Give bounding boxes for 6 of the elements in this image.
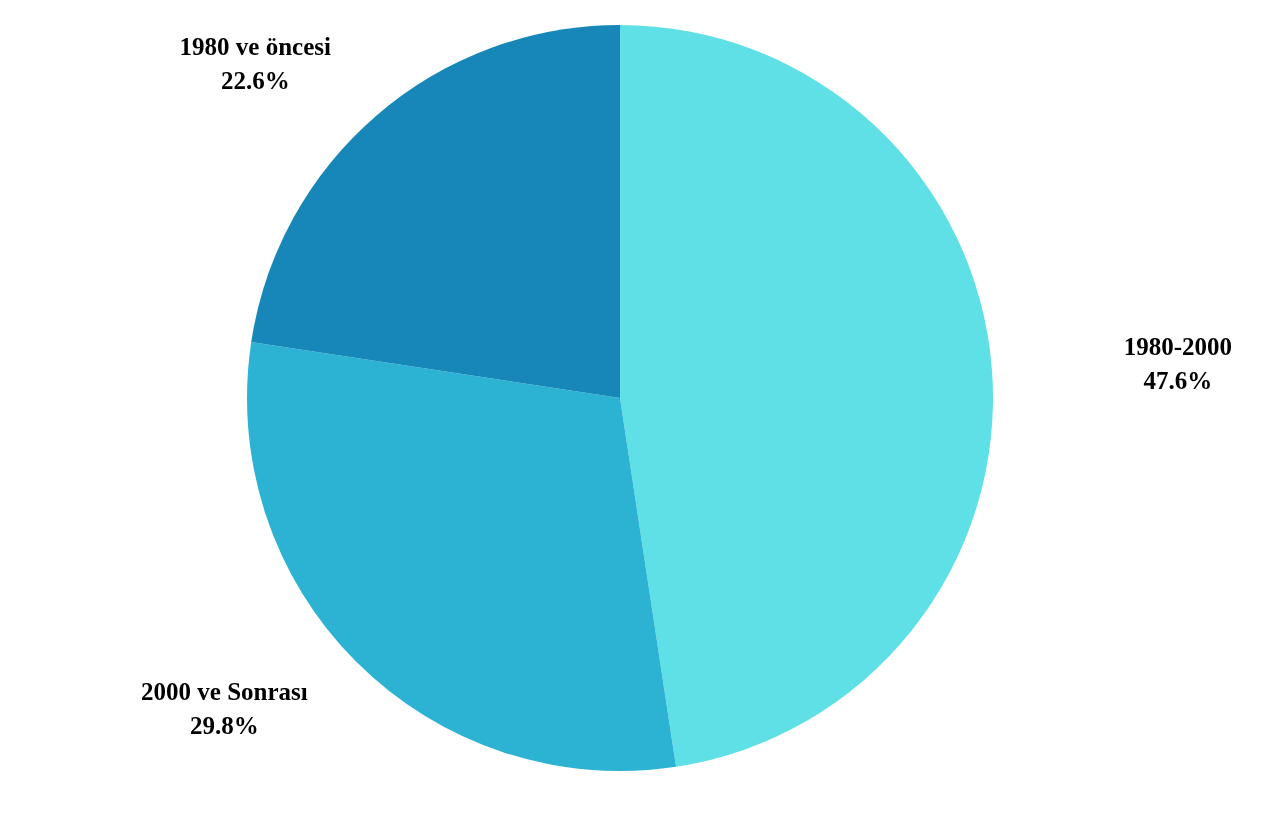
- data-label: 22.6%: [220, 66, 290, 94]
- data-label: 47.6%: [1143, 367, 1213, 395]
- slice-label: 2000 ve Sonrası: [141, 677, 308, 705]
- slice-label: 1980 ve öncesi: [179, 32, 332, 60]
- slice-label: 1980-2000: [1123, 333, 1233, 361]
- data-label: 29.8%: [190, 711, 259, 739]
